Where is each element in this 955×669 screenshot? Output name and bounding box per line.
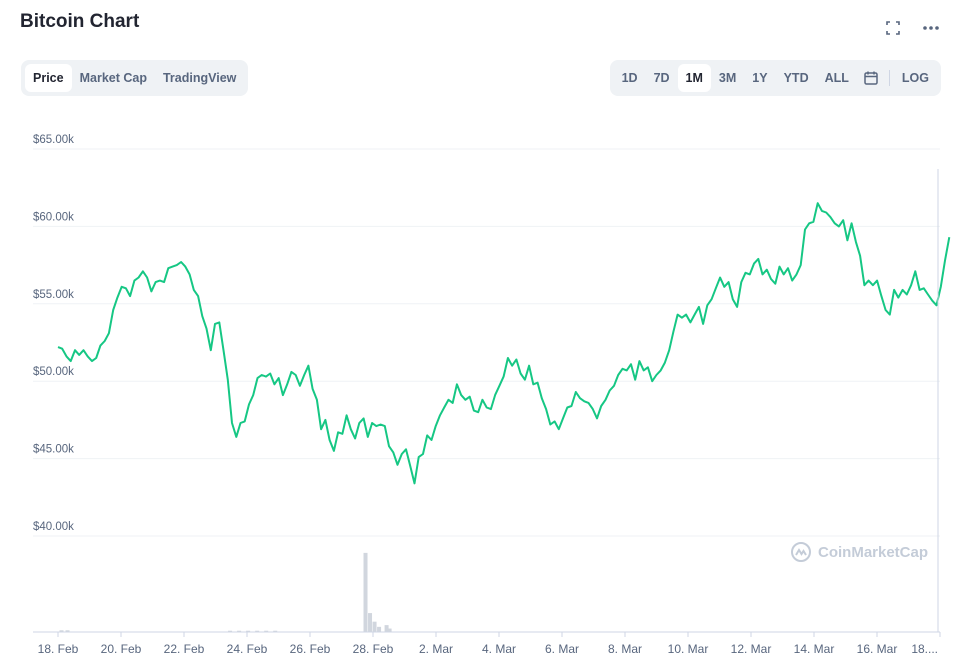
range-7d[interactable]: 7D: [653, 71, 670, 85]
calendar-icon[interactable]: [857, 64, 885, 92]
volume-bar: [384, 625, 389, 632]
volume-bar: [387, 628, 392, 632]
volume-bar: [273, 630, 278, 632]
time-range-selector: 1D 7D 1M 3M 1Y YTD ALL LOG: [609, 60, 941, 96]
coinmarketcap-logo-icon: [791, 542, 811, 562]
range-3m[interactable]: 3M: [718, 71, 737, 85]
y-tick-label: $40.00k: [33, 521, 74, 533]
y-axis: $65.00k $60.00k $55.00k $50.00k $45.00k $40.0…: [33, 134, 74, 533]
volume-bar: [59, 630, 64, 632]
volume-bar: [363, 552, 368, 632]
y-tick-label: $45.00k: [33, 444, 74, 456]
volume-bar: [372, 621, 377, 632]
tab-tradingview[interactable]: TradingView: [162, 71, 237, 85]
x-tick-label: 14. Mar: [794, 642, 835, 656]
y-tick-label: $60.00k: [33, 211, 74, 223]
grid: [33, 148, 940, 537]
x-tick-label: 10. Mar: [668, 642, 709, 656]
x-tick-label: 12. Mar: [731, 642, 772, 656]
range-1y[interactable]: 1Y: [752, 71, 768, 85]
more-options-icon[interactable]: [921, 18, 941, 38]
volume-bar: [264, 630, 269, 632]
watermark: CoinMarketCap: [790, 541, 928, 563]
watermark-text: CoinMarketCap: [818, 543, 929, 561]
x-tick-label: 28. Feb: [353, 642, 394, 656]
price-chart[interactable]: $65.00k $60.00k $55.00k $50.00k $45.00k $40.0…: [0, 120, 955, 660]
chart-type-tabs: Price Market Cap TradingView: [21, 60, 249, 96]
volume-bar: [65, 630, 70, 632]
page-title: Bitcoin Chart: [20, 11, 140, 32]
volume-bar: [377, 626, 382, 632]
tab-market-cap[interactable]: Market Cap: [79, 71, 147, 85]
price-series: [57, 202, 951, 485]
x-tick-label: 16. Mar: [857, 642, 898, 656]
header-actions: [883, 18, 941, 38]
y-tick-label: $65.00k: [33, 134, 74, 146]
fullscreen-icon[interactable]: [883, 18, 903, 38]
divider: [888, 70, 890, 86]
y-tick-label: $55.00k: [33, 289, 74, 301]
log-scale-toggle[interactable]: LOG: [901, 71, 929, 85]
x-tick-label: 26. Feb: [290, 642, 331, 656]
range-ytd[interactable]: YTD: [783, 71, 809, 85]
x-tick-label: 2. Mar: [419, 642, 453, 656]
price-line: [57, 202, 951, 485]
volume-bar: [255, 630, 260, 632]
x-tick-label: 18. Feb: [38, 642, 79, 656]
range-1m[interactable]: 1M: [677, 64, 711, 92]
x-tick-label: 22. Feb: [164, 642, 205, 656]
x-tick-label: 24. Feb: [227, 642, 268, 656]
volume-bars: [59, 552, 392, 632]
x-tick-label: 18....: [911, 642, 938, 656]
volume-bar: [246, 630, 251, 632]
volume-bar: [228, 630, 233, 632]
x-tick-label: 20. Feb: [101, 642, 142, 656]
tab-price[interactable]: Price: [25, 64, 72, 92]
y-tick-label: $50.00k: [33, 366, 74, 378]
range-all[interactable]: ALL: [824, 71, 849, 85]
range-1d[interactable]: 1D: [621, 71, 638, 85]
x-tick-label: 8. Mar: [608, 642, 642, 656]
volume-bar: [237, 630, 242, 632]
x-tick-label: 4. Mar: [482, 642, 516, 656]
x-tick-label: 6. Mar: [545, 642, 579, 656]
x-axis: 18. Feb 20. Feb 22. Feb 24. Feb 26. Feb 28. F…: [33, 169, 941, 656]
volume-bar: [368, 613, 373, 632]
